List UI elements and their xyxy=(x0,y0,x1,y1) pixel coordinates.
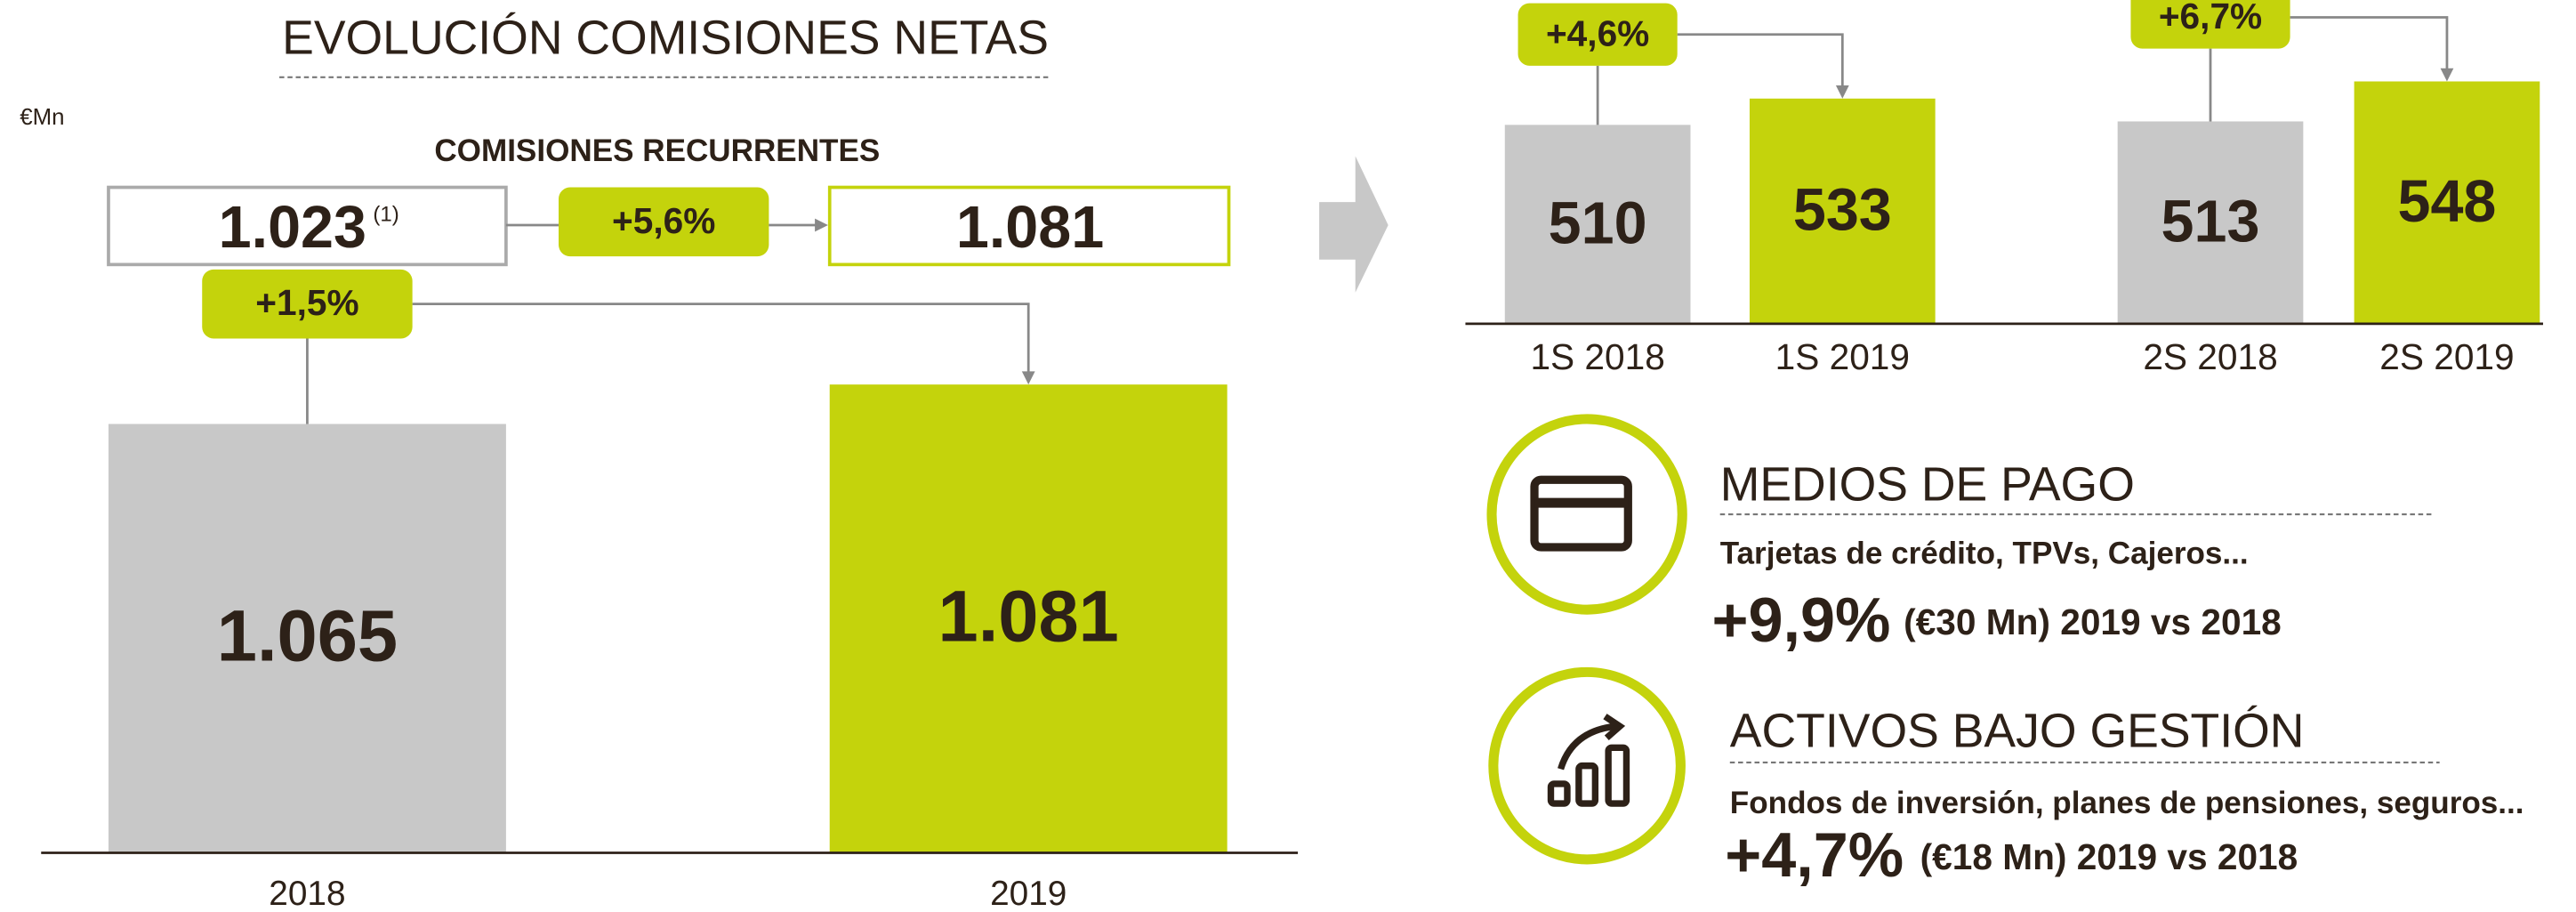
card-icon xyxy=(1530,475,1632,552)
value-label: 533 xyxy=(1793,178,1892,244)
change-label: +1,5% xyxy=(255,282,358,323)
value-label: 1.065 xyxy=(217,596,398,677)
change-badge xyxy=(202,269,413,339)
connector xyxy=(2290,16,2449,70)
category-label: 2018 xyxy=(269,875,345,912)
highlight-growth-line: +4,7% (€18 Mn) 2019 vs 2018 xyxy=(1725,819,2298,889)
highlight-subtitle: Fondos de inversión, planes de pensiones… xyxy=(1730,786,2524,820)
bar xyxy=(829,384,1228,853)
change-badge xyxy=(559,187,769,257)
big-arrow xyxy=(1319,156,1389,293)
value-label: 548 xyxy=(2397,169,2496,235)
unit: €Mn xyxy=(20,105,64,130)
category-label: 1S 2018 xyxy=(1530,336,1664,377)
recurrentes-title: COMISIONES RECURRENTES xyxy=(434,133,880,168)
highlight-subtitle: Tarjetas de crédito, TPVs, Cajeros... xyxy=(1720,536,2249,570)
growth-icon xyxy=(1547,714,1630,807)
highlight-growth: +9,9% xyxy=(1711,584,1890,654)
highlight-title: MEDIOS DE PAGO xyxy=(1720,459,2135,512)
bar xyxy=(108,424,506,853)
highlight-detail: (€18 Mn) 2019 vs 2018 xyxy=(1920,836,2298,877)
to-value: 1.081 xyxy=(956,195,1104,261)
box-to xyxy=(827,185,1231,267)
change-label: +4,6% xyxy=(1546,12,1649,53)
highlight-growth: +4,7% xyxy=(1725,819,1904,889)
change-label: +6,7% xyxy=(2159,0,2262,36)
category-label: 2019 xyxy=(990,875,1067,912)
highlight-growth-line: +9,9% (€30 Mn) 2019 vs 2018 xyxy=(1711,584,2281,654)
arrowhead xyxy=(815,218,828,232)
connector xyxy=(1677,33,1844,87)
value-label: 1.081 xyxy=(938,577,1119,658)
change-badge xyxy=(1517,3,1678,66)
change: +5,6% xyxy=(612,200,715,241)
value-label: 513 xyxy=(2161,189,2260,254)
value-label: 510 xyxy=(1549,190,1647,256)
category-label: 1S 2019 xyxy=(1775,336,1910,377)
title: EVOLUCIÓN COMISIONES NETAS xyxy=(282,12,1049,64)
from-value: 1.023 xyxy=(219,195,366,261)
footnote: (1) xyxy=(373,202,398,226)
bar xyxy=(2117,121,2304,324)
arrowhead xyxy=(1021,371,1035,385)
icon-circle xyxy=(1486,414,1687,615)
category-label: 2S 2018 xyxy=(2143,336,2277,377)
bar xyxy=(2354,81,2540,324)
bar xyxy=(1504,125,1691,324)
change-badge xyxy=(2130,0,2290,49)
icon-circle xyxy=(1488,666,1686,865)
highlight-title: ACTIVOS BAJO GESTIÓN xyxy=(1730,706,2305,758)
arrowhead xyxy=(2440,68,2454,82)
highlight-detail: (€30 Mn) 2019 vs 2018 xyxy=(1904,601,2282,642)
arrowhead xyxy=(1835,85,1849,99)
bar xyxy=(1749,98,1936,324)
connector xyxy=(412,303,1030,374)
category-label: 2S 2019 xyxy=(2379,336,2514,377)
